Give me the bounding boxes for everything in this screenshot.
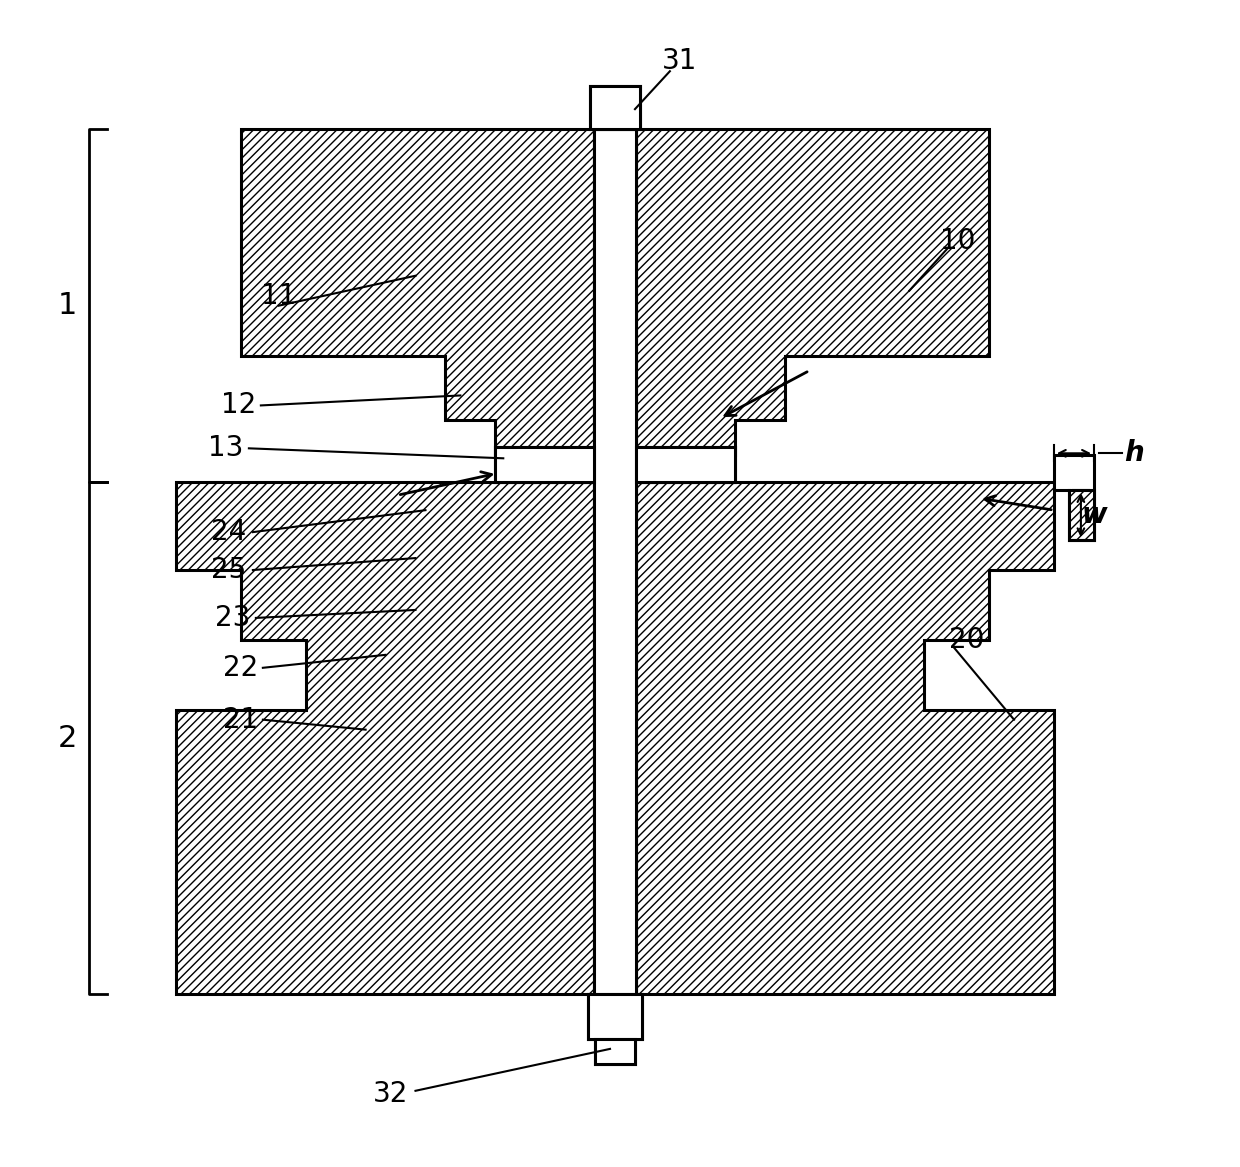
Text: 31: 31	[662, 47, 698, 75]
Text: 11: 11	[262, 281, 296, 309]
Polygon shape	[588, 994, 642, 1039]
Polygon shape	[590, 86, 640, 130]
Polygon shape	[495, 447, 594, 482]
Text: 32: 32	[373, 1079, 408, 1107]
Polygon shape	[590, 86, 640, 130]
Polygon shape	[594, 130, 636, 999]
Text: 10: 10	[940, 226, 975, 254]
Text: 23: 23	[216, 603, 250, 631]
Text: w: w	[1081, 501, 1107, 529]
Polygon shape	[594, 130, 636, 999]
Text: 2: 2	[57, 724, 77, 753]
Polygon shape	[595, 1039, 635, 1064]
Text: h: h	[1123, 439, 1143, 467]
Text: 22: 22	[223, 654, 258, 682]
Polygon shape	[1054, 455, 1094, 540]
Polygon shape	[636, 130, 990, 455]
Text: 24: 24	[211, 518, 247, 546]
Polygon shape	[176, 482, 594, 994]
Text: 21: 21	[223, 706, 258, 734]
Polygon shape	[495, 447, 594, 482]
Text: 13: 13	[208, 434, 243, 462]
Polygon shape	[241, 130, 594, 455]
Polygon shape	[636, 447, 735, 482]
Text: 1: 1	[57, 291, 77, 320]
Text: 20: 20	[950, 626, 985, 654]
Polygon shape	[588, 994, 642, 1039]
Polygon shape	[636, 447, 735, 482]
Text: 25: 25	[211, 555, 247, 584]
Polygon shape	[1069, 490, 1094, 540]
Polygon shape	[636, 482, 1054, 994]
Polygon shape	[595, 1039, 635, 1064]
Text: 12: 12	[221, 391, 257, 419]
